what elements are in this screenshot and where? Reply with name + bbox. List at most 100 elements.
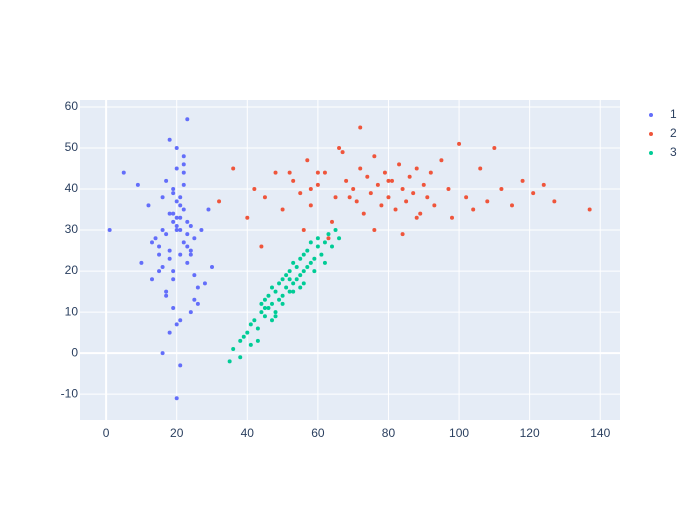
point <box>255 338 260 343</box>
point <box>248 322 253 327</box>
point <box>266 293 271 298</box>
legend-symbol[interactable] <box>649 151 653 155</box>
x-tick-label: 40 <box>241 426 255 440</box>
point <box>337 146 342 150</box>
point <box>372 154 377 159</box>
point <box>188 310 193 315</box>
point <box>157 269 162 274</box>
point <box>245 215 250 220</box>
point <box>287 269 292 274</box>
y-tick-label: -10 <box>61 386 79 400</box>
point <box>351 187 356 192</box>
point <box>188 223 193 228</box>
point <box>301 252 306 257</box>
point <box>305 248 310 253</box>
point <box>238 338 243 343</box>
point <box>178 203 183 208</box>
point <box>259 244 264 249</box>
point <box>185 244 190 249</box>
point <box>167 256 172 261</box>
point <box>167 248 172 253</box>
point <box>178 215 183 220</box>
point <box>262 306 267 310</box>
point <box>273 314 278 319</box>
point <box>262 195 267 200</box>
point <box>259 310 264 315</box>
point <box>298 191 303 196</box>
legend-label[interactable]: 2 <box>670 126 677 140</box>
point <box>450 215 454 220</box>
point <box>160 195 165 200</box>
point <box>160 264 165 269</box>
point <box>400 187 405 192</box>
point <box>259 301 264 306</box>
point <box>386 178 391 183</box>
point <box>301 269 306 274</box>
point <box>164 178 169 183</box>
point <box>305 264 310 269</box>
point <box>252 318 257 323</box>
point <box>270 318 274 323</box>
point <box>280 293 285 298</box>
x-tick-label: 20 <box>170 426 184 440</box>
point <box>478 166 483 171</box>
point <box>301 281 306 286</box>
marks <box>107 117 592 401</box>
point <box>178 228 183 233</box>
legend[interactable]: 1 2 3 <box>649 107 677 159</box>
point <box>291 281 296 286</box>
point <box>510 203 514 208</box>
point <box>245 330 250 335</box>
point <box>393 207 398 212</box>
point <box>294 277 299 282</box>
point <box>266 306 271 310</box>
point <box>174 223 179 228</box>
point <box>291 289 296 294</box>
point <box>541 182 546 187</box>
y-tick-label: 20 <box>65 263 79 277</box>
point <box>365 174 370 179</box>
point <box>315 170 320 175</box>
point <box>291 178 296 183</box>
point <box>457 141 462 146</box>
point <box>255 326 260 331</box>
point <box>305 158 310 163</box>
point <box>164 293 169 298</box>
legend-label[interactable]: 1 <box>670 107 677 121</box>
point <box>192 273 197 278</box>
point <box>270 285 274 290</box>
point <box>414 215 419 220</box>
point <box>379 203 384 208</box>
point <box>121 170 126 175</box>
point <box>298 256 303 261</box>
legend-symbol[interactable] <box>649 132 653 136</box>
point <box>192 297 197 302</box>
point <box>171 269 176 274</box>
point <box>298 285 303 290</box>
point <box>439 158 444 163</box>
point <box>340 150 345 155</box>
point <box>174 228 179 233</box>
point <box>174 322 179 327</box>
point <box>471 207 476 212</box>
point <box>418 211 423 216</box>
point <box>315 244 320 249</box>
point <box>238 355 243 360</box>
legend-label[interactable]: 3 <box>670 145 677 159</box>
point <box>330 219 334 224</box>
x-tick-label: 0 <box>103 426 110 440</box>
point <box>287 289 292 294</box>
point <box>185 260 190 265</box>
point <box>587 207 592 212</box>
x-tick-label: 120 <box>520 426 540 440</box>
grid <box>80 100 620 420</box>
point <box>520 178 525 183</box>
point <box>167 330 172 335</box>
point <box>171 306 176 310</box>
legend-symbol[interactable] <box>649 113 653 117</box>
point <box>157 244 162 249</box>
point <box>277 297 282 302</box>
point <box>315 182 320 187</box>
point <box>248 342 253 347</box>
